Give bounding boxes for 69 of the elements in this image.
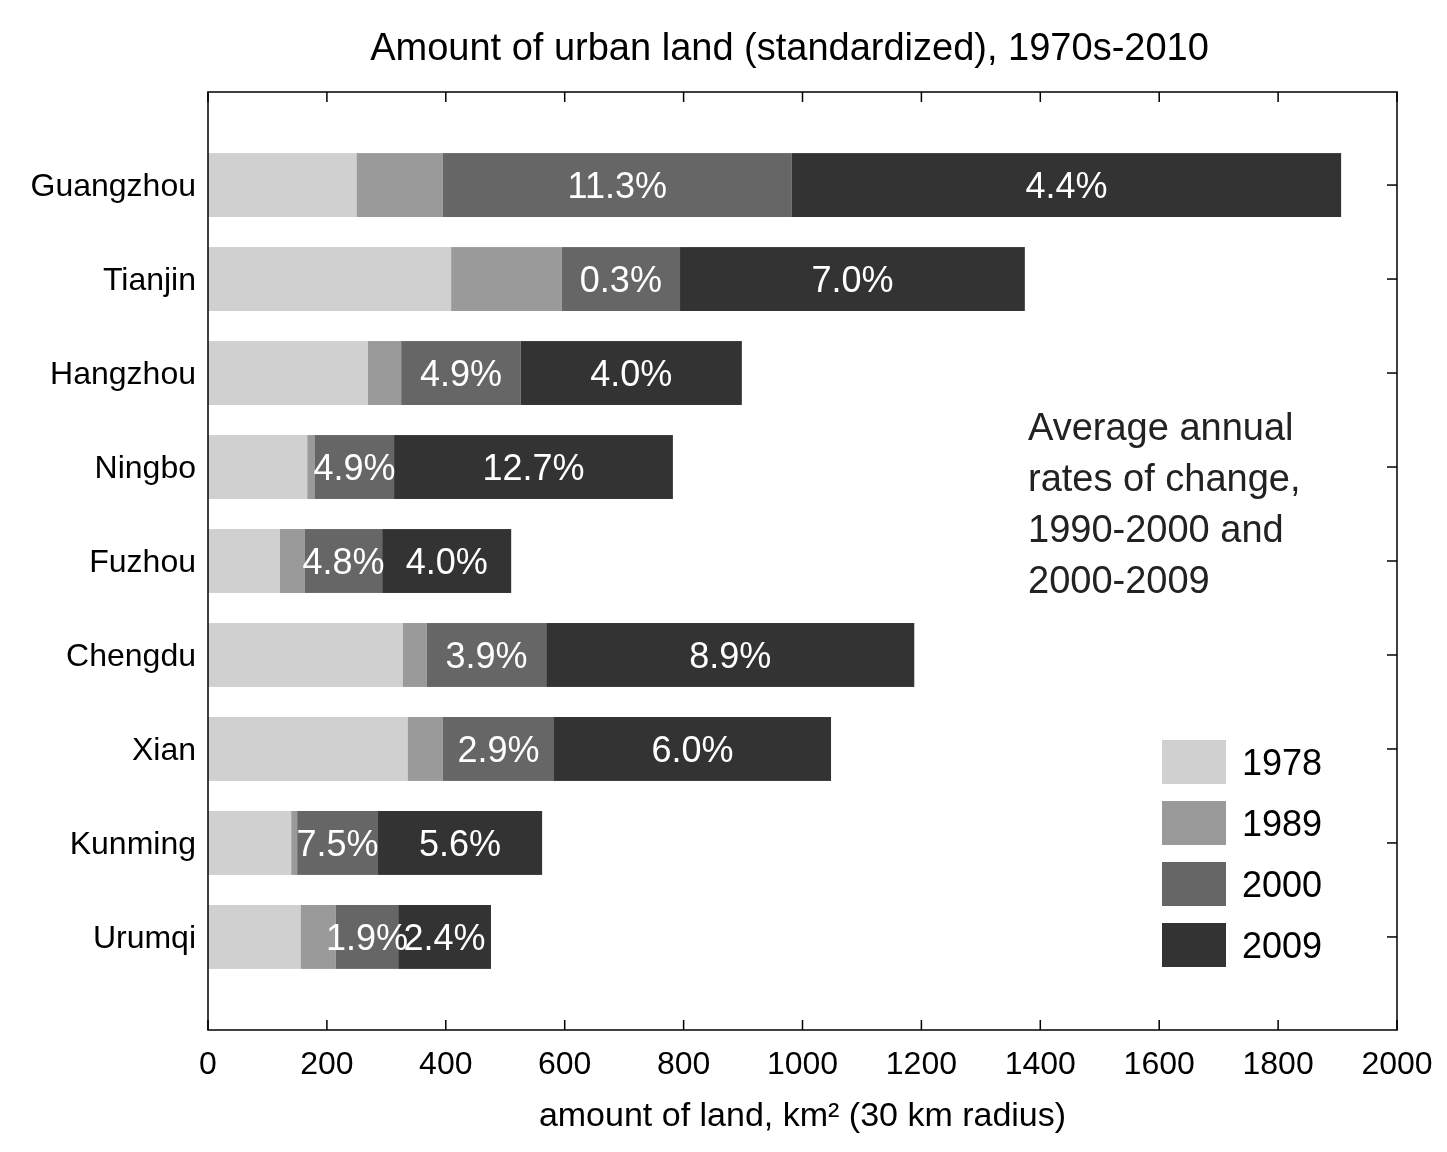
annotation: 2.9% (457, 728, 540, 770)
bar (279, 529, 305, 593)
x-tick-label: 1200 (885, 1045, 957, 1081)
chart-title: Amount of urban land (standardized), 1970s-2010 (370, 26, 1209, 68)
legend-label: 1989 (1242, 802, 1323, 844)
bar (208, 717, 408, 781)
annotation: 3.9% (445, 634, 528, 676)
annotation: 6.0% (651, 728, 734, 770)
annotation: 0.3% (579, 258, 662, 300)
x-tick-label: 1000 (766, 1045, 839, 1081)
bar (208, 341, 368, 405)
bar (554, 717, 832, 781)
x-tick-label: 200 (300, 1045, 354, 1081)
bar (208, 529, 280, 593)
x-tick-label: 600 (538, 1045, 592, 1081)
bar (394, 435, 673, 499)
annotation: 4.9% (419, 352, 502, 394)
bar (407, 717, 443, 781)
bar (208, 247, 452, 311)
x-axis-title: amount of land, km² (30 km radius) (538, 1095, 1067, 1133)
x-tick-label: 1400 (1004, 1045, 1076, 1081)
bar (442, 153, 792, 217)
annotation: 4.8% (302, 540, 385, 582)
bar (382, 529, 512, 593)
bar (378, 811, 543, 875)
bar (291, 811, 298, 875)
y-tick-label: Hangzhou (50, 355, 196, 392)
y-tick-label: Fuzhou (89, 543, 196, 580)
bar (367, 341, 402, 405)
annotation: 7.0% (811, 258, 894, 300)
x-tick-label: 2000 (1361, 1045, 1433, 1081)
x-tick-label: 800 (656, 1045, 711, 1081)
bar (356, 153, 443, 217)
x-tick-label: 0 (199, 1045, 217, 1081)
y-tick-label: Urumqi (92, 919, 196, 956)
annotation: 4.4% (1025, 164, 1108, 206)
y-tick-label: Kunming (69, 825, 196, 862)
bar (208, 905, 301, 969)
y-tick-label: Guangzhou (30, 167, 196, 204)
y-tick-label: Ningbo (94, 449, 196, 486)
legend-label: 2000 (1242, 863, 1323, 905)
legend-label: 2009 (1242, 924, 1323, 966)
annotation: 4.0% (405, 540, 488, 582)
bar (208, 811, 292, 875)
bar (208, 153, 357, 217)
annotation: 4.0% (590, 352, 673, 394)
x-tick-label: 1600 (1123, 1045, 1195, 1081)
bar (546, 623, 915, 687)
bar (680, 247, 1025, 311)
y-tick-label: Tianjin (102, 261, 196, 298)
legend-label: 1978 (1242, 741, 1323, 783)
annotation: 7.5% (296, 822, 379, 864)
y-tick-label: Xian (131, 731, 196, 768)
bar (403, 623, 427, 687)
y-tick-label: Chengdu (66, 637, 196, 674)
annotation: 4.9% (313, 446, 396, 488)
bar (791, 153, 1342, 217)
annotation: 11.3% (567, 164, 668, 206)
x-tick-label: 400 (419, 1045, 473, 1081)
bar (208, 435, 308, 499)
bar (520, 341, 742, 405)
annotation: Average annual rates of change, 1990-2000 and 2000-2009 (1028, 406, 1301, 601)
x-tick-label: 1800 (1242, 1045, 1314, 1081)
bar (208, 623, 403, 687)
bar (451, 247, 562, 311)
annotation: 12.7% (482, 446, 585, 488)
bar (307, 435, 316, 499)
annotation: 5.6% (419, 822, 502, 864)
annotation: 8.9% (689, 634, 772, 676)
